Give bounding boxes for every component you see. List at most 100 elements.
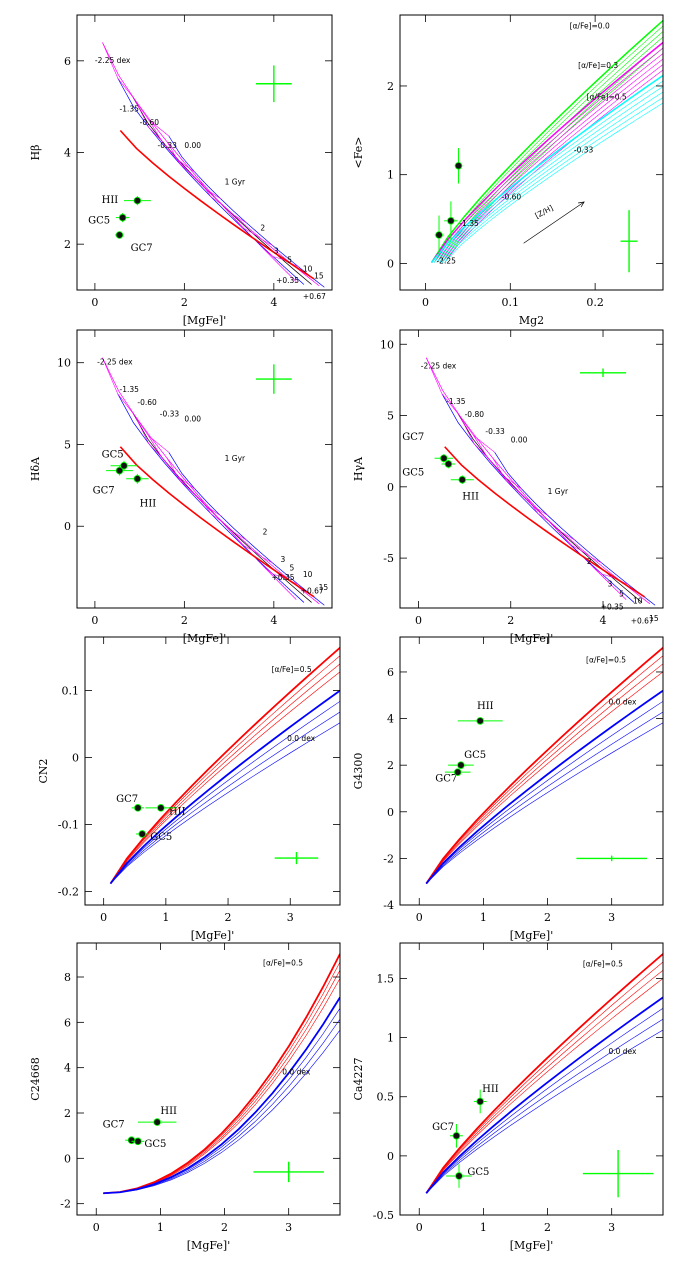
grid-annotation: 5 (287, 256, 292, 265)
y-tick-label: 0.1 (62, 685, 80, 698)
arrow-head (578, 201, 585, 208)
cluster-label: HII (102, 195, 119, 206)
grid-annotation: 0.00 (184, 141, 201, 150)
model-red-curve (103, 961, 340, 1194)
grid-annotation: 5 (619, 590, 624, 599)
model-curve (444, 69, 663, 263)
x-tick-label: 0 (91, 614, 98, 627)
model-red-curve (110, 655, 340, 884)
y-axis-label: G4300 (352, 753, 365, 790)
model-red-curve (426, 671, 663, 884)
data-point (115, 466, 124, 475)
grid-annotation: 1 Gyr (225, 454, 246, 463)
model-red-track (444, 446, 646, 598)
cluster-label: GC5 (150, 832, 172, 843)
y-tick-label: 10 (57, 357, 71, 370)
plot-area (102, 357, 325, 606)
grid-annotation: -2.25 (436, 256, 456, 265)
x-axis-label: [MgFe]' (183, 632, 226, 645)
axes-frame (76, 942, 341, 1216)
x-tick-label: 4 (270, 296, 277, 309)
grid-annotation: -0.60 (140, 118, 160, 127)
model-blue-curve (426, 701, 663, 884)
grid-annotation: 10 (303, 265, 313, 274)
model-red-curve (426, 655, 663, 884)
y-tick-label: 2 (64, 238, 71, 251)
y-axis-label: C24668 (29, 1057, 42, 1100)
x-tick-label: 2 (507, 614, 514, 627)
series-label: [α/Fe]=0.5 (272, 665, 312, 674)
x-tick-label: 2 (544, 911, 551, 924)
cluster-label: GC5 (402, 467, 424, 478)
plot-area (102, 42, 325, 288)
model-red-curve (103, 978, 340, 1194)
cluster-label: GC7 (131, 243, 153, 254)
y-tick-label: -2 (383, 852, 394, 865)
grid-annotation: -2.25 dex (421, 361, 457, 370)
cluster-label: GC7 (435, 773, 457, 784)
grid-annotation: -0.60 (137, 398, 157, 407)
model-red-track (119, 446, 315, 598)
cluster-label: GC5 (464, 750, 486, 761)
data-point (453, 768, 462, 776)
grid-annotation: 0.00 (511, 436, 528, 445)
axes-frame (399, 329, 664, 609)
series-label: 0.0 dex (287, 734, 316, 743)
x-tick-label: 1 (480, 1221, 487, 1234)
y-tick-label: 1.5 (377, 972, 395, 985)
panel-g4300: 0 1 2 3 -4 -2 0 2 4 6 [MgFe]' G4300 [α/Fe]=0.5 0.0 de… (352, 636, 664, 942)
x-tick-label: 0 (91, 296, 98, 309)
x-tick-label: 4 (270, 614, 277, 627)
y-tick-label: -4 (383, 899, 394, 912)
x-tick-label: 1 (162, 911, 169, 924)
grid-annotation: +0.67 (301, 586, 324, 595)
data-point (157, 804, 165, 812)
grid-annotation: 15 (319, 583, 329, 592)
model-curve (433, 25, 663, 263)
data-point (138, 830, 147, 838)
x-tick-label: 1 (157, 1221, 164, 1234)
model-curve (441, 97, 663, 263)
series-label: [α/Fe]=0.5 (586, 656, 626, 665)
model-red-curve (425, 953, 663, 1194)
model-grid-line (494, 452, 656, 606)
data-point (457, 761, 465, 769)
metallicity-arrow-label: [Z/H] (533, 203, 554, 220)
cluster-label: GC7 (402, 432, 424, 443)
model-blue-curve (426, 711, 663, 884)
model-blue-curve (110, 722, 340, 884)
data-point (127, 1136, 136, 1144)
cluster-label: HII (160, 1106, 177, 1117)
model-red-curve (426, 978, 663, 1194)
y-tick-label: 10 (380, 338, 394, 351)
model-blue-curve (426, 722, 663, 884)
grid-annotation: -0.80 (465, 410, 485, 419)
y-tick-label: 4 (387, 713, 394, 726)
series-label: 0.0 dex (282, 1067, 311, 1076)
model-curve (436, 31, 663, 263)
model-blue-curve (426, 1029, 663, 1194)
model-red-curve (110, 663, 340, 884)
model-blue-curve (426, 1018, 663, 1194)
y-tick-label: 0 (387, 481, 394, 494)
grid-annotation: -0.33 (158, 141, 178, 150)
series-label: [α/Fe]=0.5 (587, 92, 627, 101)
model-red-curve (425, 647, 663, 885)
grid-annotation: 1 Gyr (225, 178, 246, 187)
panel-cn2: 0 1 2 3 -0.2 -0.1 0 0.1 [MgFe]' CN2 [α/Fe]=0.5 0.0 … (37, 636, 341, 942)
x-axis-label: Mg2 (519, 314, 544, 327)
y-tick-label: 6 (64, 1016, 71, 1029)
model-blue-curve (103, 1018, 340, 1194)
grid-annotation: 2 (587, 557, 592, 566)
y-tick-label: 5 (64, 438, 71, 451)
model-isochrone-line (426, 357, 495, 453)
data-point (120, 461, 128, 470)
model-grid-line (168, 135, 325, 288)
x-tick-label: 3 (608, 911, 615, 924)
cluster-label: GC7 (93, 486, 115, 497)
grid-annotation: 3 (281, 555, 286, 564)
axes-frame (399, 636, 664, 906)
x-axis-label: [MgFe]' (510, 1239, 553, 1252)
grid-annotation: +0.35 (272, 573, 295, 582)
